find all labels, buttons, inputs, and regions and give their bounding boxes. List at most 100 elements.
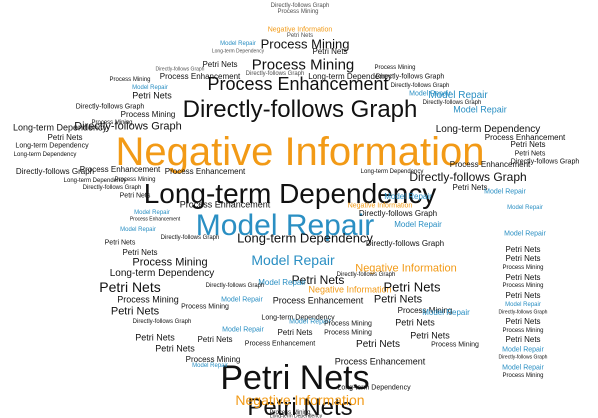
word-cloud-word: Negative Information [235, 392, 365, 408]
word-cloud-word: Long-term Dependency [308, 72, 392, 81]
word-cloud-word: Petri Nets [505, 335, 541, 344]
word-cloud-word: Long-term Dependency [269, 413, 323, 418]
word-cloud-word: Process Mining [117, 294, 179, 305]
word-cloud-word: Process Enhancement [129, 216, 181, 223]
word-cloud-word: Petri Nets [132, 90, 172, 101]
word-cloud-word: Petri Nets [395, 317, 435, 328]
word-cloud-word: Directly-follows Graph [74, 120, 182, 133]
word-cloud-word: Directly-follows Graph [82, 185, 142, 191]
word-cloud-word: Long-term Dependency [261, 314, 335, 322]
word-cloud-word: Directly-follows Graph [182, 96, 418, 123]
word-cloud-word: Process Mining [120, 110, 176, 119]
word-cloud-word: Petri Nets [277, 328, 313, 337]
word-cloud-word: Process Enhancement [159, 72, 241, 81]
word-cloud-word: Long-term Dependency [15, 142, 89, 150]
word-cloud-word: Process Enhancement [334, 356, 426, 367]
word-cloud-word: Model Repair [222, 326, 264, 334]
word-cloud-word: Model Repair [195, 209, 375, 242]
word-cloud-word: Process Mining [132, 256, 208, 269]
word-cloud-word: Directly-follows Graph [498, 309, 548, 316]
word-cloud-word: Process Mining [502, 328, 544, 334]
word-cloud-word: Directly-follows Graph [160, 235, 220, 241]
word-cloud-word: Model Repair [289, 318, 331, 326]
word-cloud-word: Process Enhancement [79, 165, 161, 174]
word-cloud-word: Model Repair [394, 220, 442, 229]
word-cloud-word: Long-term Dependency [237, 230, 373, 246]
word-cloud-word: Directly-follows Graph [132, 319, 192, 325]
word-cloud-word: Process Mining [260, 36, 350, 52]
word-cloud-word: Model Repair [132, 85, 168, 91]
word-cloud-word: Petri Nets [286, 33, 314, 39]
word-cloud-word: Model Repair [507, 205, 543, 211]
word-cloud-word: Process Mining [431, 341, 479, 349]
word-cloud-word: Long-term Dependency [211, 48, 265, 55]
word-cloud-word: Petri Nets [410, 330, 450, 341]
word-cloud-word: Long-term Dependency [143, 178, 437, 209]
word-cloud-word: Process Mining [277, 9, 319, 15]
word-cloud-word: Directly-follows Graph [365, 239, 445, 248]
word-cloud-word: Process Mining [251, 56, 355, 74]
word-cloud-word: Directly-follows Graph [75, 103, 145, 111]
word-cloud-word: Process Enhancement [244, 340, 316, 348]
word-cloud-word: Directly-follows Graph [358, 209, 438, 218]
word-cloud-word: Process Enhancement [272, 295, 364, 306]
word-cloud-word: Directly-follows Graph [270, 3, 330, 9]
word-cloud-word: Long-term Dependency [337, 384, 411, 392]
word-cloud-word: Petri Nets [505, 254, 541, 263]
word-cloud-word: Petri Nets [122, 248, 158, 257]
word-cloud-word: Process Enhancement [164, 167, 246, 176]
word-cloud-word: Petri Nets [505, 291, 541, 300]
word-cloud-word: Negative Information [267, 26, 333, 34]
word-cloud-word: Petri Nets [452, 183, 488, 192]
word-cloud-word: Process Mining [374, 65, 416, 71]
word-cloud-word: Model Repair [428, 90, 488, 101]
word-cloud-word: Directly-follows Graph [15, 167, 95, 176]
word-cloud-word: Negative Information [347, 202, 413, 210]
word-cloud-word: Petri Nets [99, 279, 161, 295]
word-cloud-word: Long-term Dependency [63, 178, 127, 184]
word-cloud-word: Process Mining [502, 373, 544, 379]
word-cloud-word: Petri Nets [155, 343, 195, 354]
word-cloud-word: Directly-follows Graph [498, 354, 548, 361]
word-cloud-word: Directly-follows Graph [336, 272, 396, 278]
word-cloud-word: Petri Nets [505, 317, 541, 326]
word-cloud-word: Long-term Dependency [13, 152, 77, 158]
word-cloud-word: Long-term Dependency [12, 122, 108, 133]
word-cloud-word: Petri Nets [312, 47, 348, 56]
word-cloud-word: Model Repair [484, 188, 526, 196]
word-cloud-word: Petri Nets [383, 279, 441, 295]
word-cloud-word: Model Repair [502, 364, 544, 372]
word-cloud-word: Process Mining [324, 320, 372, 328]
word-cloud-word: Process Mining [109, 77, 151, 83]
word-cloud-word: Model Repair [409, 90, 451, 98]
word-cloud-word: Model Repair [258, 278, 306, 287]
word-cloud-word: Directly-follows Graph [510, 158, 580, 166]
word-cloud-word: Long-term Dependency [109, 268, 215, 279]
word-cloud-word: Petri Nets [291, 273, 345, 287]
word-cloud-word: Process Mining [185, 355, 241, 364]
word-cloud-word: Directly-follows Graph [245, 71, 305, 77]
word-cloud-word: Negative Information [355, 262, 457, 275]
word-cloud-word: Petri Nets [104, 239, 136, 247]
word-cloud-word: Petri Nets [373, 293, 423, 306]
word-cloud-word: Petri Nets [110, 305, 160, 318]
word-cloud-word: Model Repair [384, 192, 432, 201]
word-cloud-word: Petri Nets [247, 394, 353, 418]
word-cloud-word: Directly-follows Graph [409, 170, 527, 184]
word-cloud-word: Process Mining [181, 303, 229, 311]
word-cloud-word: Directly-follows Graph [375, 73, 445, 81]
word-cloud-word: Model Repair [502, 346, 544, 354]
word-cloud-word: Model Repair [251, 252, 335, 268]
word-cloud-word: Process Enhancement [449, 160, 531, 169]
word-cloud-word: Petri Nets [202, 60, 238, 69]
word-cloud-word: Petri Nets [356, 339, 400, 350]
word-cloud-word: Process Mining [91, 120, 133, 126]
word-cloud-word: Model Repair [221, 296, 263, 304]
word-cloud-word: Model Repair [134, 210, 170, 216]
word-cloud-word: Directly-follows Graph [390, 83, 450, 89]
word-cloud-word: Process Enhancement [179, 199, 271, 210]
word-cloud-word: Process Enhancement [484, 133, 566, 142]
word-cloud-word: Model Repair [505, 302, 541, 308]
word-cloud-word: Petri Nets [220, 359, 370, 397]
